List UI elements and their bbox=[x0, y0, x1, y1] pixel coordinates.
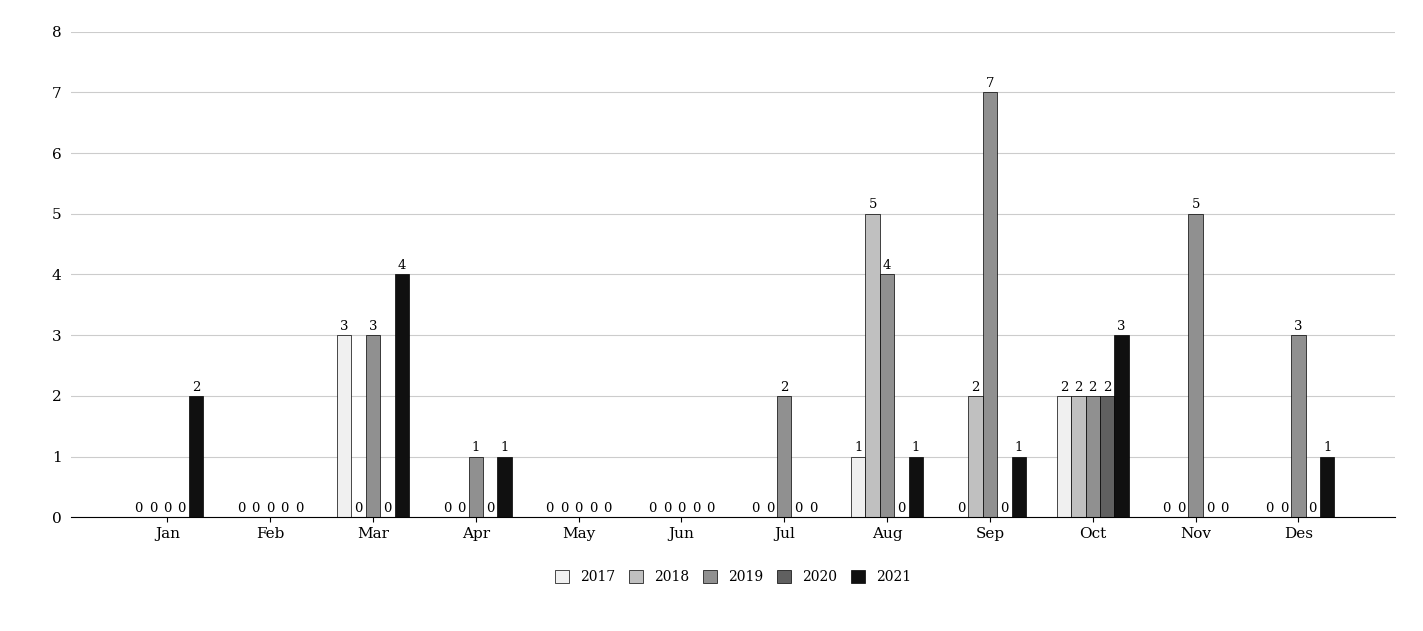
Text: 0: 0 bbox=[266, 502, 275, 515]
Text: 2: 2 bbox=[192, 380, 201, 394]
Text: 1: 1 bbox=[854, 441, 862, 454]
Text: 0: 0 bbox=[706, 502, 714, 515]
Text: 3: 3 bbox=[369, 320, 377, 333]
Text: 0: 0 bbox=[545, 502, 554, 515]
Text: 0: 0 bbox=[149, 502, 157, 515]
Bar bbox=[1188, 214, 1202, 517]
Text: 0: 0 bbox=[383, 502, 391, 515]
Text: 0: 0 bbox=[956, 502, 965, 515]
Text: 0: 0 bbox=[1000, 502, 1009, 515]
Bar bbox=[909, 457, 924, 517]
Text: 0: 0 bbox=[677, 502, 686, 515]
Bar bbox=[865, 214, 879, 517]
Text: 0: 0 bbox=[354, 502, 363, 515]
Text: 3: 3 bbox=[340, 320, 349, 333]
Text: 0: 0 bbox=[457, 502, 465, 515]
Text: 0: 0 bbox=[1163, 502, 1171, 515]
Text: 0: 0 bbox=[692, 502, 700, 515]
Text: 2: 2 bbox=[1060, 380, 1069, 394]
Text: 0: 0 bbox=[794, 502, 803, 515]
Bar bbox=[983, 92, 998, 517]
Text: 0: 0 bbox=[603, 502, 612, 515]
Bar bbox=[851, 457, 865, 517]
Text: 0: 0 bbox=[1177, 502, 1185, 515]
Text: 0: 0 bbox=[134, 502, 142, 515]
Text: 1: 1 bbox=[1323, 441, 1332, 454]
Text: 0: 0 bbox=[252, 502, 260, 515]
Legend: 2017, 2018, 2019, 2020, 2021: 2017, 2018, 2019, 2020, 2021 bbox=[551, 566, 915, 588]
Text: 0: 0 bbox=[766, 502, 774, 515]
Bar bbox=[366, 335, 380, 517]
Text: 2: 2 bbox=[972, 380, 979, 394]
Bar bbox=[968, 396, 983, 517]
Text: 0: 0 bbox=[295, 502, 303, 515]
Bar bbox=[1114, 335, 1128, 517]
Text: 2: 2 bbox=[780, 380, 788, 394]
Text: 4: 4 bbox=[882, 259, 891, 272]
Text: 5: 5 bbox=[1191, 198, 1200, 211]
Bar bbox=[189, 396, 203, 517]
Text: 2: 2 bbox=[1089, 380, 1097, 394]
Text: 3: 3 bbox=[1117, 320, 1126, 333]
Bar bbox=[879, 274, 894, 517]
Text: 1: 1 bbox=[471, 441, 480, 454]
Text: 0: 0 bbox=[649, 502, 657, 515]
Bar bbox=[777, 396, 791, 517]
Text: 0: 0 bbox=[1205, 502, 1214, 515]
Text: 0: 0 bbox=[898, 502, 905, 515]
Text: 2: 2 bbox=[1074, 380, 1083, 394]
Text: 0: 0 bbox=[1279, 502, 1288, 515]
Text: 1: 1 bbox=[501, 441, 509, 454]
Text: 0: 0 bbox=[1309, 502, 1316, 515]
Text: 0: 0 bbox=[238, 502, 246, 515]
Bar bbox=[1012, 457, 1026, 517]
Text: 7: 7 bbox=[986, 77, 995, 90]
Bar bbox=[1100, 396, 1114, 517]
Text: 1: 1 bbox=[912, 441, 921, 454]
Bar bbox=[1086, 396, 1100, 517]
Text: 0: 0 bbox=[751, 502, 760, 515]
Text: 0: 0 bbox=[808, 502, 817, 515]
Bar bbox=[337, 335, 351, 517]
Text: 0: 0 bbox=[663, 502, 672, 515]
Text: 0: 0 bbox=[1265, 502, 1274, 515]
Text: 0: 0 bbox=[443, 502, 451, 515]
Text: 0: 0 bbox=[164, 502, 172, 515]
Bar bbox=[468, 457, 482, 517]
Bar bbox=[498, 457, 512, 517]
Text: 2: 2 bbox=[1103, 380, 1111, 394]
Text: 1: 1 bbox=[1015, 441, 1023, 454]
Text: 0: 0 bbox=[280, 502, 289, 515]
Text: 4: 4 bbox=[397, 259, 406, 272]
Text: 5: 5 bbox=[868, 198, 877, 211]
Bar bbox=[394, 274, 408, 517]
Bar bbox=[1291, 335, 1305, 517]
Bar bbox=[1321, 457, 1335, 517]
Text: 0: 0 bbox=[487, 502, 494, 515]
Bar bbox=[1072, 396, 1086, 517]
Text: 0: 0 bbox=[178, 502, 186, 515]
Text: 0: 0 bbox=[1220, 502, 1228, 515]
Text: 0: 0 bbox=[561, 502, 568, 515]
Text: 3: 3 bbox=[1294, 320, 1302, 333]
Bar bbox=[1057, 396, 1072, 517]
Text: 0: 0 bbox=[589, 502, 598, 515]
Text: 0: 0 bbox=[575, 502, 583, 515]
